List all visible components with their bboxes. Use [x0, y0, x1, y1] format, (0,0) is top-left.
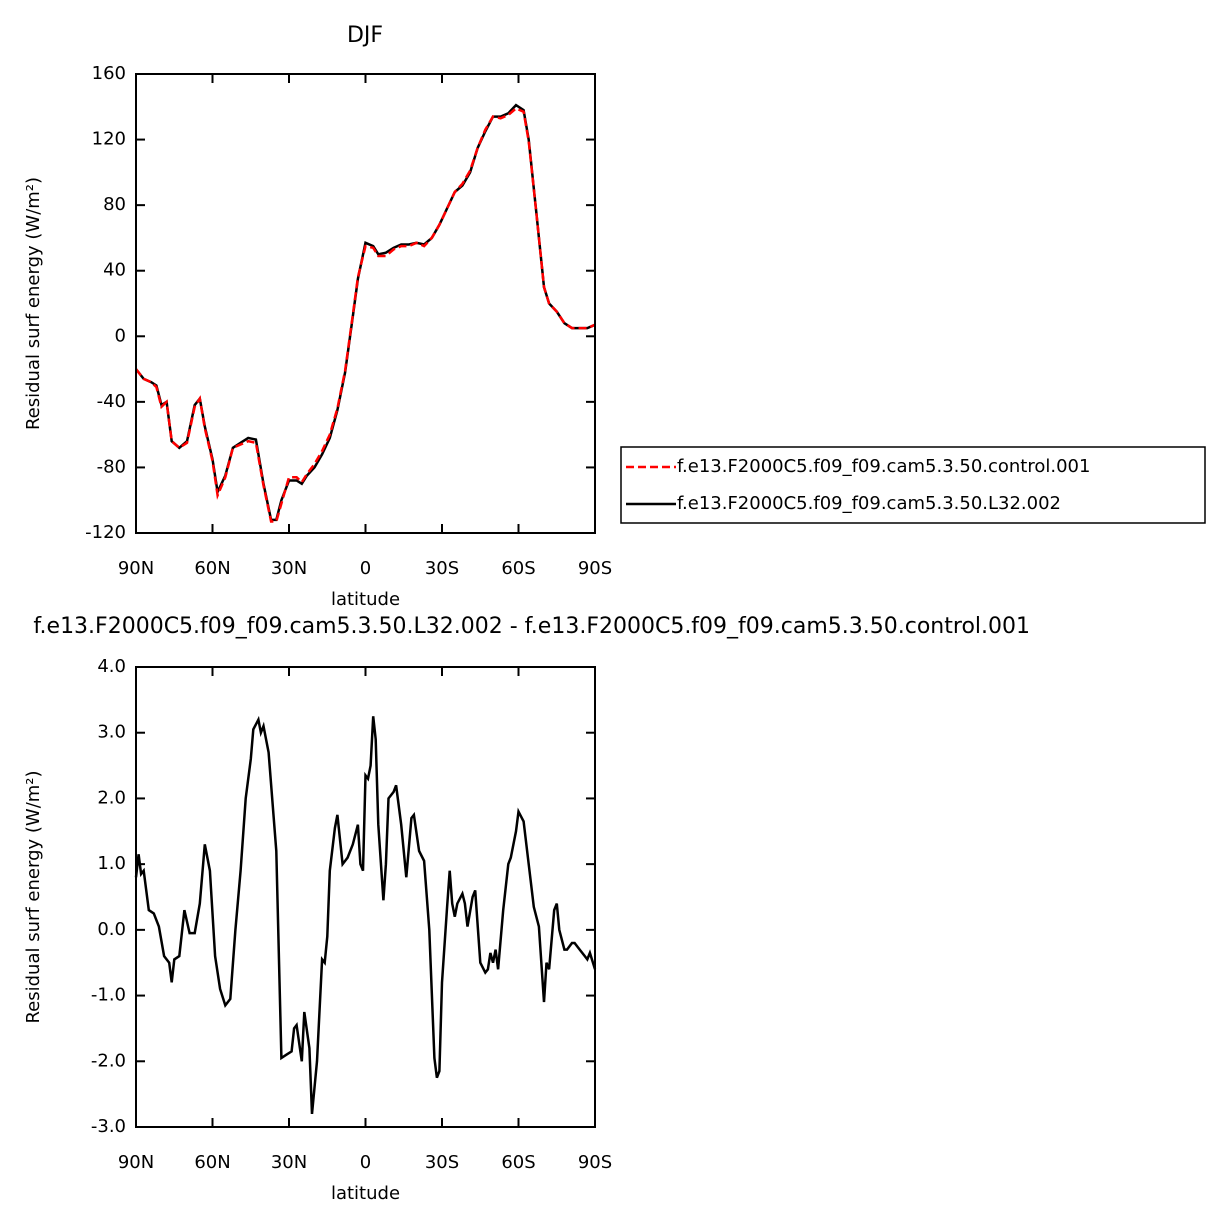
y-tick-label: 3.0 [97, 722, 126, 743]
y-axis-label: Residual surf energy (W/m²) [23, 770, 44, 1023]
y-tick-label: -2.0 [91, 1050, 126, 1071]
y-tick-label: 160 [92, 63, 126, 84]
y-tick-label: 1.0 [97, 853, 126, 874]
y-tick-label: -3.0 [91, 1116, 126, 1137]
y-tick-label: 0.0 [97, 919, 126, 940]
y-tick-label: -80 [97, 456, 126, 477]
y-tick-label: 40 [103, 260, 126, 281]
y-tick-label: 0 [115, 325, 126, 346]
y-tick-label: 4.0 [97, 656, 126, 677]
legend-label: f.e13.F2000C5.f09_f09.cam5.3.50.L32.002 [677, 493, 1061, 514]
chart-title: DJF [347, 23, 383, 48]
y-tick-label: -40 [97, 391, 126, 412]
y-tick-label: -1.0 [91, 985, 126, 1006]
x-tick-label: 60N [194, 558, 230, 579]
x-tick-label: 90S [578, 558, 612, 579]
x-axis-label: latitude [331, 589, 400, 610]
x-tick-label: 30S [425, 1152, 459, 1173]
x-tick-label: 90N [118, 1152, 154, 1173]
x-tick-label: 30N [271, 1152, 307, 1173]
legend-box [620, 446, 1206, 524]
x-axis-label: latitude [331, 1183, 400, 1204]
y-tick-label: 2.0 [97, 787, 126, 808]
data-line [135, 106, 596, 523]
x-tick-label: 0 [360, 1152, 371, 1173]
data-line [134, 715, 597, 1115]
y-axis-label: Residual surf energy (W/m²) [23, 177, 44, 430]
x-tick-label: 60N [194, 1152, 230, 1173]
x-tick-label: 30S [425, 558, 459, 579]
x-tick-label: 90N [118, 558, 154, 579]
x-tick-label: 0 [360, 558, 371, 579]
legend-label: f.e13.F2000C5.f09_f09.cam5.3.50.control.… [677, 456, 1090, 477]
x-tick-label: 90S [578, 1152, 612, 1173]
x-tick-label: 60S [501, 1152, 535, 1173]
data-line [135, 103, 596, 522]
plot-frame [135, 73, 596, 534]
y-tick-label: -120 [85, 522, 126, 543]
x-tick-label: 60S [501, 558, 535, 579]
x-tick-label: 30N [271, 558, 307, 579]
plot-frame [135, 666, 596, 1128]
y-tick-label: 80 [103, 194, 126, 215]
chart-title: f.e13.F2000C5.f09_f09.cam5.3.50.L32.002 … [33, 614, 1030, 639]
y-tick-label: 120 [92, 129, 126, 150]
